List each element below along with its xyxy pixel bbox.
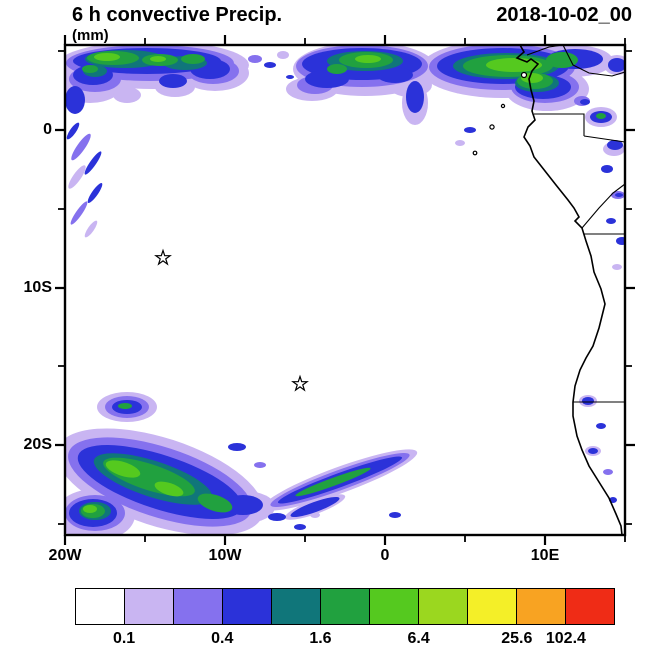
colorbar-boxes [75, 588, 615, 625]
island-icon [472, 150, 478, 156]
colorbar-box-6 [369, 588, 419, 625]
colorbar-box-8 [467, 588, 517, 625]
x-tick-label-0: 0 [380, 547, 390, 564]
map-frame [63, 43, 627, 537]
y-tick-label-20s: 20S [23, 436, 52, 453]
x-tick-label-10e: 10E [530, 547, 560, 564]
colorbar-box-5 [320, 588, 370, 625]
colorbar-box-10 [565, 588, 615, 625]
colorbar-box-3 [222, 588, 272, 625]
x-tick-label-10w: 10W [208, 547, 242, 564]
island-icon [500, 103, 506, 109]
colorbar-label-5: 102.4 [545, 630, 586, 647]
precip-level-3.2 [83, 53, 543, 513]
colorbar: 0.1 0.4 1.6 6.4 25.6 102.4 [75, 588, 615, 649]
plot-datetime: 2018-10-02_00 [496, 4, 632, 26]
y-tick-label-0: 0 [43, 121, 52, 138]
colorbar-box-1 [124, 588, 174, 625]
country-borders [526, 44, 626, 403]
x-tick-label-20w: 20W [48, 547, 82, 564]
colorbar-label-4: 25.6 [501, 630, 533, 647]
map-canvas [55, 35, 635, 545]
island-icon [489, 124, 495, 130]
units-label: (mm) [72, 27, 109, 44]
star-marker-2 [291, 374, 309, 392]
colorbar-box-7 [418, 588, 468, 625]
colorbar-label-1: 0.4 [211, 630, 234, 647]
colorbar-label-3: 6.4 [407, 630, 430, 647]
island-dots [472, 71, 528, 156]
header: 6 h convective Precip. 2018-10-02_00 [65, 4, 632, 27]
colorbar-label-0: 0.1 [112, 630, 136, 647]
colorbar-box-9 [516, 588, 566, 625]
precip-layer [65, 45, 625, 535]
colorbar-box-4 [271, 588, 321, 625]
y-tick-label-10s: 10S [23, 279, 52, 296]
minor-ticks [58, 38, 632, 542]
plot-title: 6 h convective Precip. [72, 4, 283, 26]
colorbar-labels: 0.1 0.4 1.6 6.4 25.6 102.4 [75, 625, 615, 649]
colorbar-label-2: 1.6 [309, 630, 332, 647]
colorbar-box-0 [75, 588, 125, 625]
coastline [515, 44, 623, 536]
star-marker-1 [154, 248, 172, 266]
colorbar-box-2 [173, 588, 223, 625]
map-plot: 0 10S 20S 20W 10W 0 10E [24, 35, 635, 564]
island-icon [520, 71, 528, 79]
major-ticks [55, 35, 635, 545]
